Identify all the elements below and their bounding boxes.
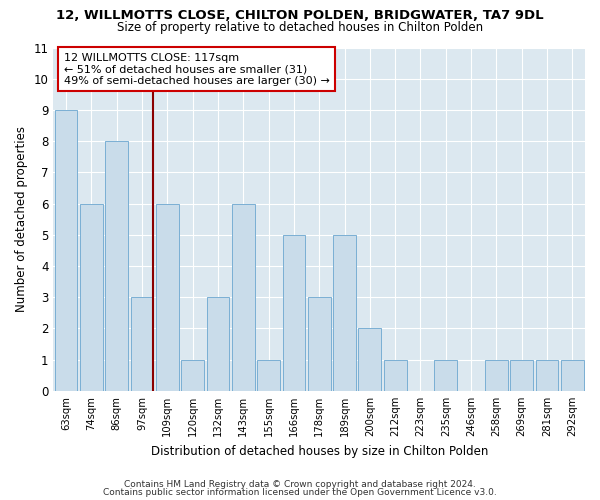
Bar: [55, 110, 77, 391]
Bar: [511, 360, 533, 391]
Bar: [434, 360, 457, 391]
Text: Size of property relative to detached houses in Chilton Polden: Size of property relative to detached ho…: [117, 21, 483, 34]
Bar: [106, 141, 128, 391]
Bar: [131, 298, 154, 391]
Bar: [358, 328, 381, 391]
Bar: [206, 298, 229, 391]
Bar: [536, 360, 559, 391]
Bar: [561, 360, 584, 391]
Text: Contains public sector information licensed under the Open Government Licence v3: Contains public sector information licen…: [103, 488, 497, 497]
Bar: [156, 204, 179, 391]
Bar: [257, 360, 280, 391]
Bar: [384, 360, 407, 391]
Bar: [308, 298, 331, 391]
Bar: [333, 235, 356, 391]
Bar: [232, 204, 254, 391]
X-axis label: Distribution of detached houses by size in Chilton Polden: Distribution of detached houses by size …: [151, 444, 488, 458]
Bar: [80, 204, 103, 391]
Bar: [485, 360, 508, 391]
Text: 12 WILLMOTTS CLOSE: 117sqm
← 51% of detached houses are smaller (31)
49% of semi: 12 WILLMOTTS CLOSE: 117sqm ← 51% of deta…: [64, 52, 330, 86]
Text: Contains HM Land Registry data © Crown copyright and database right 2024.: Contains HM Land Registry data © Crown c…: [124, 480, 476, 489]
Y-axis label: Number of detached properties: Number of detached properties: [15, 126, 28, 312]
Bar: [283, 235, 305, 391]
Text: 12, WILLMOTTS CLOSE, CHILTON POLDEN, BRIDGWATER, TA7 9DL: 12, WILLMOTTS CLOSE, CHILTON POLDEN, BRI…: [56, 9, 544, 22]
Bar: [181, 360, 204, 391]
